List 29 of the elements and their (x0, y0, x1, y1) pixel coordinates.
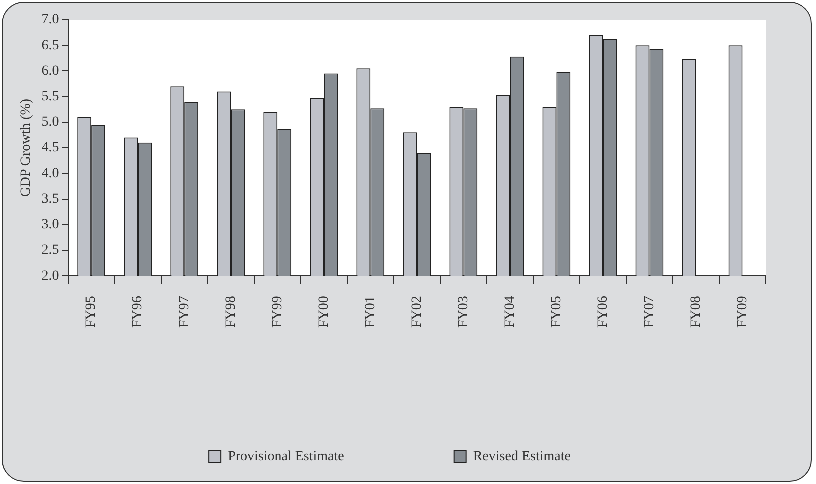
y-tick-label: 2.5 (42, 243, 60, 258)
y-tick-label: 3.5 (42, 192, 60, 207)
x-tick-label: FY97 (177, 296, 192, 328)
y-tick-label: 6.5 (42, 38, 60, 54)
x-tick-label: FY07 (642, 296, 658, 328)
x-tick-label: FY05 (549, 296, 564, 328)
y-axis-title: GDP Growth (%) (19, 98, 34, 198)
x-tick-label: FY96 (130, 296, 146, 328)
y-tick-label: 3.0 (42, 218, 60, 233)
x-tick-label: FY95 (84, 296, 100, 328)
x-tick-label: FY02 (410, 296, 425, 328)
legend-label: Provisional Estimate (228, 450, 344, 465)
x-tick-label: FY09 (735, 296, 750, 328)
y-tick-label: 4.0 (42, 166, 60, 182)
y-tick-label: 7.0 (42, 12, 60, 28)
y-tick-label: 6.0 (42, 64, 60, 79)
y-tick-label: 5.0 (42, 115, 60, 130)
y-tick-label: 2.0 (42, 268, 60, 284)
x-tick-label: FY99 (270, 296, 286, 328)
x-tick-label: FY08 (688, 296, 704, 328)
x-tick-label: FY00 (316, 296, 332, 328)
y-tick-label: 4.5 (42, 140, 60, 156)
x-tick-label: FY01 (363, 296, 378, 328)
y-tick-label: 5.5 (42, 90, 60, 105)
x-tick-label: FY06 (596, 296, 611, 328)
legend-label: Revised Estimate (473, 450, 571, 465)
x-tick-label: FY04 (502, 296, 518, 328)
x-tick-label: FY03 (456, 296, 472, 328)
x-tick-label: FY98 (224, 296, 239, 328)
